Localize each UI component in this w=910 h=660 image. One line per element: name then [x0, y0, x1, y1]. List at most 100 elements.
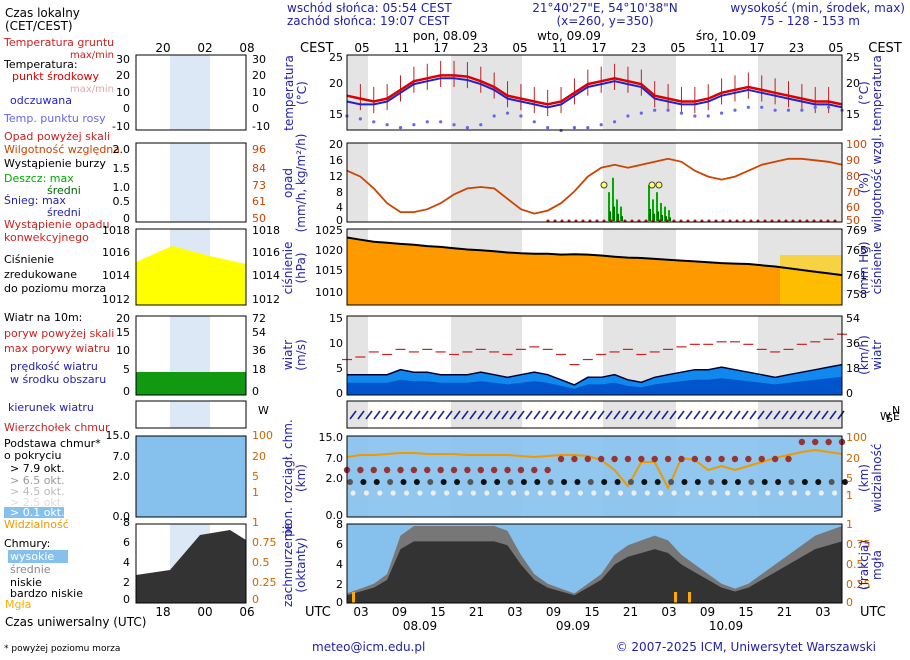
cloud-base-dot-low	[551, 490, 557, 496]
wind-direction-arrow	[469, 410, 477, 420]
cloud-base-dot-low	[658, 490, 664, 496]
legend-text: Wiatr na 10m:	[4, 311, 82, 324]
axis-tick: 769	[846, 224, 867, 237]
cloud-base-dot-low	[497, 490, 503, 496]
cloud-base-dot	[587, 479, 594, 485]
snow-max-label: Śnieg: max	[4, 194, 66, 207]
axis-title: (m/s)	[294, 339, 308, 370]
cloud-base-dot	[507, 479, 514, 485]
legend-top-tick: 20	[155, 41, 170, 55]
cloud-base-dot-low	[390, 490, 396, 496]
legend-axis-tick: 0	[252, 593, 259, 606]
cloud-base-dot	[708, 479, 715, 485]
axis-tick: 7.0	[326, 452, 344, 465]
legend-axis-tick: 10	[116, 344, 130, 357]
legend-axis-tick: 2.0	[113, 470, 131, 483]
axis-tick: 8	[336, 186, 343, 199]
axis-tick: 0	[846, 596, 853, 609]
cloud-top-dot	[611, 455, 618, 463]
cloud-base-dot	[601, 479, 608, 485]
cloud-cover-low	[347, 541, 842, 603]
cloud-base-dot	[721, 479, 728, 485]
cloud-base-dot	[347, 479, 353, 485]
axis-tick: 12	[329, 170, 343, 183]
day-label: pon, 08.09	[413, 29, 478, 43]
cloud-base-dot	[681, 479, 688, 485]
cloud-cover-panel	[346, 523, 843, 604]
cloud-top-dot	[624, 455, 632, 463]
legend-axis-tick: 2.0	[113, 143, 131, 156]
cloud-base-dot-low	[577, 490, 584, 496]
legend-axis-tick: 1014	[252, 269, 280, 282]
cloud-top-dot	[718, 455, 725, 463]
legend-axis-tick: 1016	[252, 246, 280, 259]
legend-axis-tick: 18	[252, 363, 266, 376]
rain-mid-bar	[609, 211, 611, 221]
legend-axis-tick: 1	[252, 486, 259, 499]
axis-tick: 761	[846, 269, 867, 282]
dew-point-dot	[786, 108, 791, 112]
legend-axis-tick: 96	[252, 143, 266, 156]
axis-tick: 15	[846, 108, 860, 121]
axis-title: ciśnienie	[870, 242, 884, 295]
day-label: śro, 10.09	[696, 29, 756, 43]
top-tick: 17	[749, 41, 764, 55]
rain-mid-bar	[649, 209, 651, 221]
axis-tick: 1020	[315, 244, 343, 257]
local-time-sub: (CET/CEST)	[5, 19, 73, 33]
legend-axis-tick: 0	[123, 385, 130, 398]
legend-axis-tick: 54	[252, 326, 266, 339]
cloud-base-dot	[775, 479, 782, 485]
cloud-top-dot	[464, 466, 471, 474]
cloud-base-dot-low	[832, 490, 838, 496]
axis-tick: 0	[846, 387, 853, 400]
axis-tick: 0.5	[846, 558, 864, 571]
wind-direction-arrow	[389, 410, 397, 420]
legend-bottom-tick: 06	[239, 605, 254, 619]
wind-direction-arrow	[533, 410, 541, 420]
legend-axis-tick: 15	[116, 326, 130, 339]
legend-axis-tick: 0.0	[113, 510, 131, 523]
legend-axis-tick: 0.25	[252, 576, 277, 589]
panel-frame	[346, 142, 843, 223]
wind-line	[347, 363, 843, 386]
wind-direction-arrow	[397, 410, 405, 420]
bottom-tick: 09	[392, 605, 407, 619]
dew-point-dot	[733, 108, 737, 112]
wind-direction-arrow	[757, 410, 765, 420]
legend-axis-tick: 1012	[102, 293, 130, 306]
wind-direction-arrow	[749, 410, 757, 420]
legend-axis-tick: 4	[123, 556, 130, 569]
wind-direction-arrow	[421, 410, 429, 420]
rain-mid-bar	[617, 213, 619, 221]
axis-tick: 25	[329, 51, 343, 64]
panel-frame	[346, 400, 843, 429]
axis-title: wiatr	[281, 340, 295, 370]
utc-date: 09.09	[556, 619, 590, 633]
dew-point-dot	[813, 105, 817, 109]
legend-top-tick: 02	[197, 41, 212, 55]
axis-title: opad	[281, 168, 295, 198]
axis-title: mgła	[870, 550, 884, 580]
legend-top-tick: 08	[239, 41, 254, 55]
cest-left: CEST	[300, 41, 334, 56]
felt-temperature-line	[346, 77, 843, 109]
legend-axis-tick: 20	[116, 69, 130, 82]
axis-title: (frakcja)	[857, 540, 871, 590]
maxmin-label: max/min	[70, 84, 114, 95]
axis-tick: 4	[336, 558, 343, 571]
humidity-line	[346, 157, 843, 215]
axis-tick: 0.75	[846, 538, 871, 551]
wind-panel	[342, 315, 847, 396]
cloud-base-dot-low	[444, 490, 450, 496]
cloud-base-dot-low	[724, 490, 731, 496]
cloud-base-dot-low	[403, 490, 410, 496]
okt-79: > 7.9 okt.	[10, 462, 65, 475]
rain-max-bar	[648, 185, 650, 221]
top-tick: 05	[512, 41, 527, 55]
axis-tick: 20	[846, 452, 860, 465]
wind-direction-arrow	[709, 410, 717, 420]
dew-label: Temp. punktu rosy	[3, 112, 106, 125]
utc-date: 10.09	[709, 619, 743, 633]
cloud-base-dot	[828, 479, 835, 485]
